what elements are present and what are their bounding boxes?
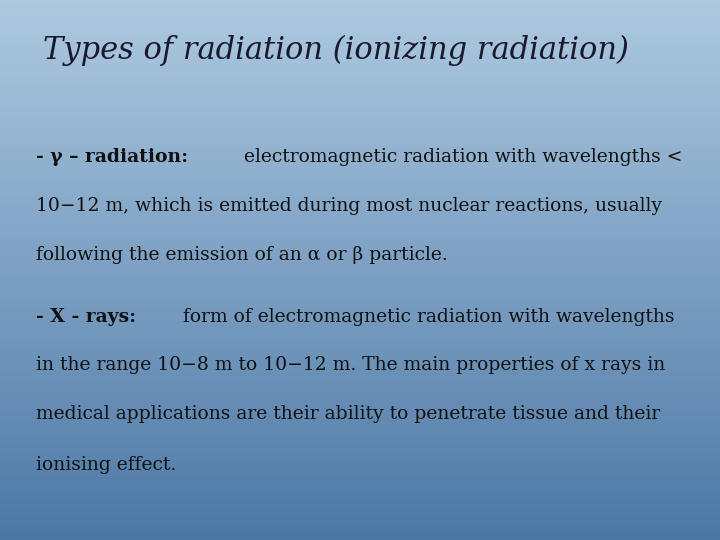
Text: medical applications are their ability to penetrate tissue and their: medical applications are their ability t…: [36, 405, 660, 423]
Text: Types of radiation (ionizing radiation): Types of radiation (ionizing radiation): [43, 35, 629, 66]
Text: - γ – radiation:: - γ – radiation:: [36, 148, 188, 166]
Text: electromagnetic radiation with wavelengths <: electromagnetic radiation with wavelengt…: [233, 148, 683, 166]
Text: ionising effect.: ionising effect.: [36, 456, 176, 474]
Text: in the range 10−8 m to 10−12 m. The main properties of x rays in: in the range 10−8 m to 10−12 m. The main…: [36, 356, 665, 374]
Text: following the emission of an α or β particle.: following the emission of an α or β part…: [36, 246, 448, 264]
Text: - X - rays:: - X - rays:: [36, 308, 136, 326]
Text: 10−12 m, which is emitted during most nuclear reactions, usually: 10−12 m, which is emitted during most nu…: [36, 197, 662, 215]
Text: form of electromagnetic radiation with wavelengths: form of electromagnetic radiation with w…: [165, 308, 675, 326]
